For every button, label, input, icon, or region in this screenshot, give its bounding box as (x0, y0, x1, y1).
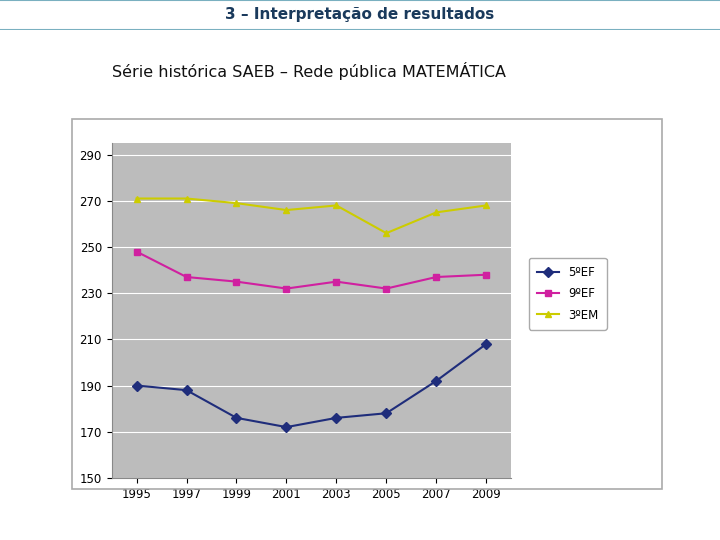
Text: Série histórica SAEB – Rede pública MATEMÁTICA: Série histórica SAEB – Rede pública MATE… (112, 62, 505, 80)
Legend: 5ºEF, 9ºEF, 3ºEM: 5ºEF, 9ºEF, 3ºEM (529, 258, 606, 330)
Text: 3 – Interpretação de resultados: 3 – Interpretação de resultados (225, 8, 495, 23)
